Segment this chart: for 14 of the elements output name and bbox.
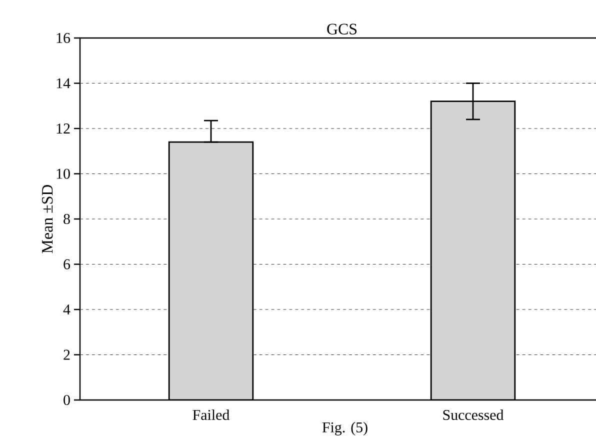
y-tick-label: 16 xyxy=(56,32,70,44)
y-tick-label: 2 xyxy=(64,350,70,360)
y-tick-label: 0 xyxy=(64,394,70,406)
y-tick-label: 6 xyxy=(64,259,70,270)
text: Fig. (5) xyxy=(322,422,368,436)
chart-title: GCS xyxy=(327,24,357,34)
y-tick-label: 14 xyxy=(56,78,70,88)
y-tick-label: 12 xyxy=(56,124,70,134)
y-tick-label: 8 xyxy=(64,214,70,224)
y-tick-label: 4 xyxy=(63,304,70,314)
y-axis-title: Mean ±SD xyxy=(42,184,53,254)
x-tick-label: Successed xyxy=(443,410,504,420)
y-tick-label: 10 xyxy=(56,168,70,179)
x-tick-label: Failed xyxy=(192,410,230,420)
